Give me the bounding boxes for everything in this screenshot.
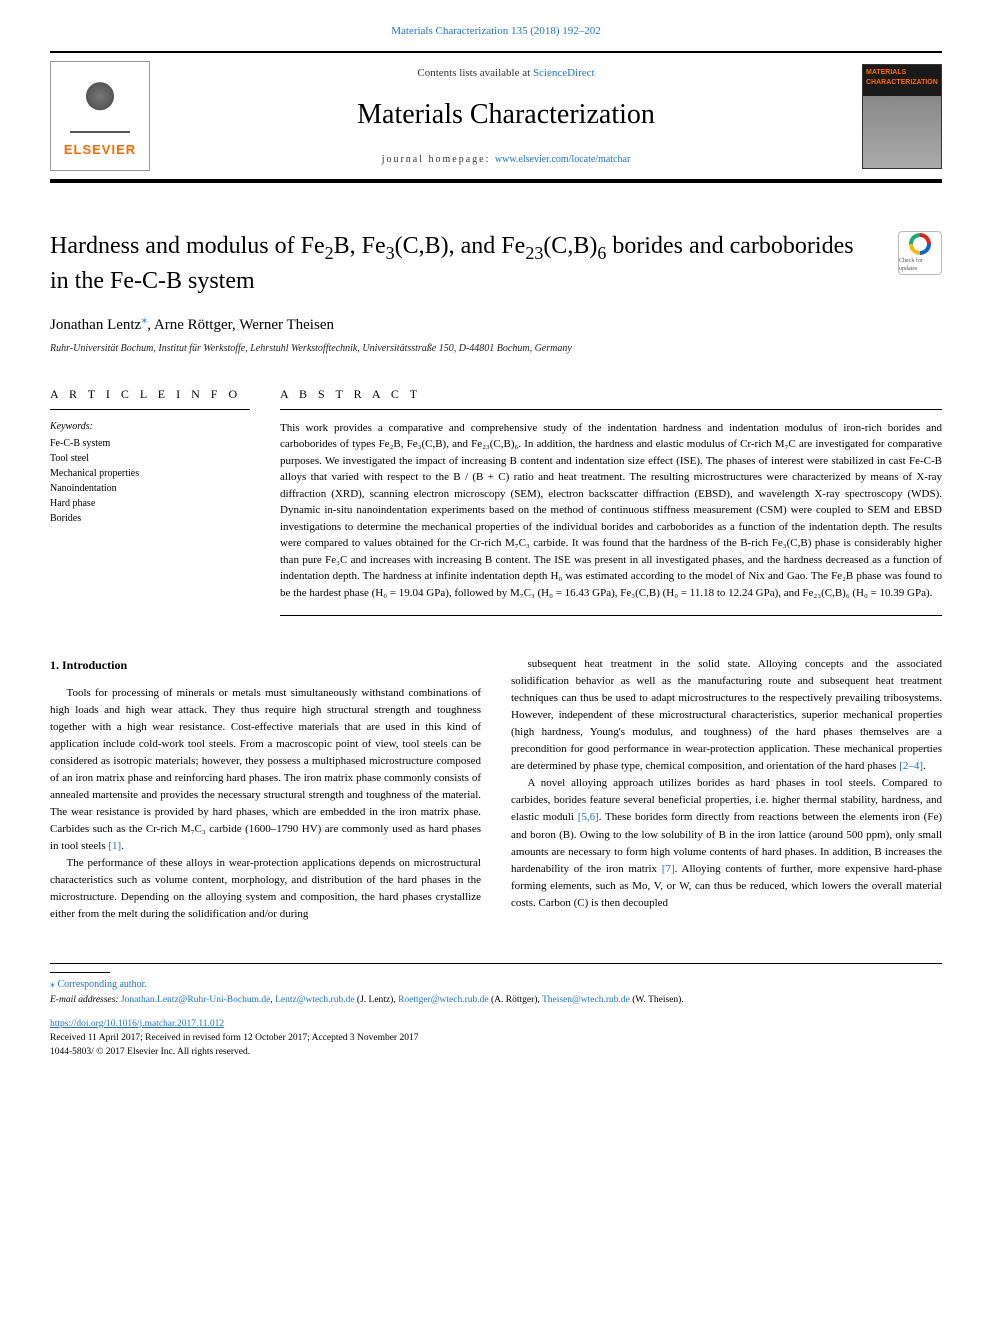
abstract-head: A B S T R A C T (280, 386, 942, 410)
keyword: Nanoindentation (50, 481, 250, 496)
email-label: E-mail addresses: (50, 995, 121, 1005)
email-link[interactable]: Jonathan.Lentz@Ruhr-Uni-Bochum.de (121, 995, 270, 1005)
keyword: Hard phase (50, 496, 250, 511)
contents-prefix: Contents lists available at (417, 67, 532, 79)
masthead: ELSEVIER Contents lists available at Sci… (50, 51, 942, 183)
body-columns: 1. Introduction Tools for processing of … (50, 656, 942, 923)
title-sub: 6 (597, 243, 606, 263)
affiliation: Ruhr-Universität Bochum, Institut für We… (50, 342, 942, 356)
email-name: (J. Lentz), (355, 995, 399, 1005)
footer: ⁎ Corresponding author. E-mail addresses… (50, 963, 942, 1059)
elsevier-logo: ELSEVIER (50, 61, 150, 171)
footnote-mark: ⁎ Corresponding author. (50, 979, 147, 990)
citation-link[interactable]: [1] (108, 840, 121, 852)
body-text: Tools for processing of minerals or meta… (50, 687, 481, 852)
title-sub: 3 (386, 243, 395, 263)
email-name: (A. Röttger), (489, 995, 542, 1005)
body-text: subsequent heat treatment in the solid s… (511, 658, 942, 772)
body-paragraph: Tools for processing of minerals or meta… (50, 685, 481, 855)
title-sub: 2 (325, 243, 334, 263)
keyword: Mechanical properties (50, 466, 250, 481)
body-paragraph: The performance of these alloys in wear-… (50, 855, 481, 923)
copyright: 1044-5803/ © 2017 Elsevier Inc. All righ… (50, 1045, 942, 1059)
keyword: Borides (50, 511, 250, 526)
crossmark-label: Check for updates (899, 257, 941, 274)
homepage-line: journal homepage: www.elsevier.com/locat… (150, 153, 862, 167)
title-text: B, Fe (334, 233, 386, 259)
author: Jonathan Lentz (50, 317, 141, 333)
contents-line: Contents lists available at ScienceDirec… (150, 66, 862, 81)
email-addresses: E-mail addresses: Jonathan.Lentz@Ruhr-Un… (50, 993, 942, 1007)
received-dates: Received 11 April 2017; Received in revi… (50, 1031, 942, 1045)
author: , Arne Röttger, Werner Theisen (147, 317, 334, 333)
keywords-list: Fe-C-B system Tool steel Mechanical prop… (50, 436, 250, 526)
intro-heading: 1. Introduction (50, 656, 481, 675)
homepage-link[interactable]: www.elsevier.com/locate/matchar (495, 154, 630, 165)
keyword: Tool steel (50, 451, 250, 466)
email-link[interactable]: Theisen@wtech.rub.de (542, 995, 630, 1005)
doi-link[interactable]: https://doi.org/10.1016/j.matchar.2017.1… (50, 1019, 224, 1029)
article-info-head: A R T I C L E I N F O (50, 386, 250, 410)
title-sub: 23 (525, 243, 543, 263)
abstract-text: This work provides a comparative and com… (280, 420, 942, 602)
journal-name: Materials Characterization (150, 95, 862, 134)
article-title: Hardness and modulus of Fe2B, Fe3(C,B), … (50, 231, 898, 296)
body-paragraph: A novel alloying approach utilizes borid… (511, 775, 942, 911)
journal-cover-thumb: MATERIALS CHARACTERIZATION (862, 64, 942, 169)
crossmark-badge[interactable]: Check for updates (898, 231, 942, 275)
journal-citation: Materials Characterization 135 (2018) 19… (0, 0, 992, 51)
title-text: Hardness and modulus of Fe (50, 233, 325, 259)
footnote-rule (50, 972, 110, 973)
citation-link[interactable]: [5,6] (578, 811, 599, 823)
email-link[interactable]: Roettger@wtech.rub.de (398, 995, 489, 1005)
body-paragraph: subsequent heat treatment in the solid s… (511, 656, 942, 775)
keyword: Fe-C-B system (50, 436, 250, 451)
crossmark-icon (909, 233, 931, 255)
email-link[interactable]: Lentz@wtech.rub.de (275, 995, 354, 1005)
citation-link[interactable]: [7] (662, 863, 675, 875)
homepage-prefix: journal homepage: (382, 154, 495, 165)
title-text: (C,B) (543, 233, 597, 259)
authors: Jonathan Lentz⁎, Arne Röttger, Werner Th… (50, 311, 942, 336)
corresponding-author-note: ⁎ Corresponding author. (50, 977, 942, 992)
body-text: . (121, 840, 124, 852)
sciencedirect-link[interactable]: ScienceDirect (533, 67, 595, 79)
citation-link[interactable]: [2–4] (899, 760, 923, 772)
email-name: (W. Theisen). (630, 995, 684, 1005)
elsevier-tree-icon (70, 73, 130, 133)
body-text: . (923, 760, 926, 772)
keywords-label: Keywords: (50, 420, 250, 434)
elsevier-brand: ELSEVIER (64, 141, 136, 159)
title-text: (C,B), and Fe (395, 233, 526, 259)
